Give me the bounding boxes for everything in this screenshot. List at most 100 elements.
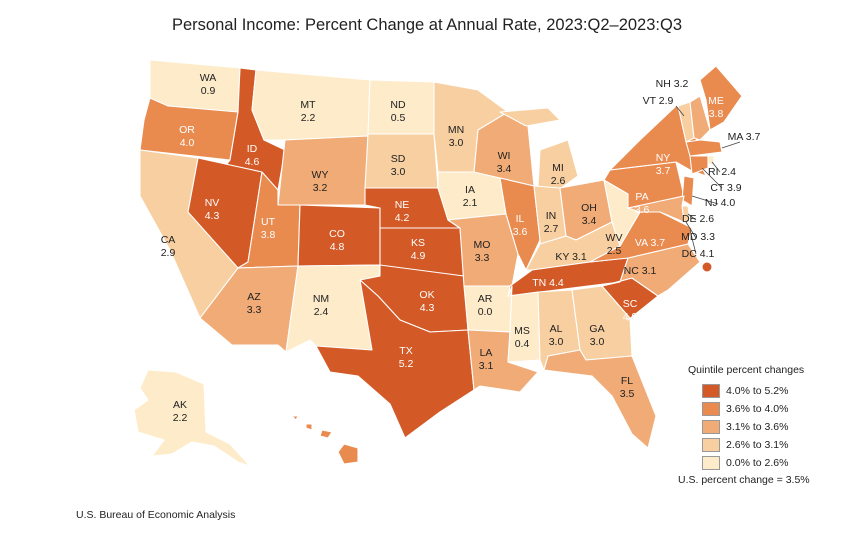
source-note: U.S. Bureau of Economic Analysis	[76, 509, 236, 521]
state-label-ak: AK	[173, 399, 187, 411]
state-hi	[291, 415, 359, 465]
state-label-ca: CA	[161, 234, 176, 246]
legend-swatch	[702, 420, 720, 434]
state-label-ny: NY	[656, 152, 671, 164]
state-label-in: IN	[546, 210, 557, 222]
state-label-nm: NM	[313, 293, 329, 305]
callout-line-nj	[691, 195, 719, 205]
state-ia	[437, 171, 507, 221]
state-value-hi: 4.0	[299, 456, 314, 468]
state-label-mt: MT	[300, 99, 316, 111]
state-value-ar: 0.0	[478, 306, 493, 318]
state-tx	[315, 279, 475, 439]
state-label-ne: NE	[395, 199, 410, 211]
us-percent-change: U.S. percent change = 3.5%	[678, 474, 810, 486]
state-value-or: 4.0	[180, 137, 195, 149]
legend-label: 3.1% to 3.6%	[726, 421, 789, 433]
state-value-tx: 5.2	[399, 358, 414, 370]
state-value-mn: 3.0	[449, 137, 464, 149]
state-label-ks: KS	[411, 237, 425, 249]
state-label-tn: TN 4.4	[532, 277, 564, 289]
state-value-mt: 2.2	[301, 112, 316, 124]
state-label-co: CO	[329, 228, 345, 240]
state-value-mi: 2.6	[551, 175, 566, 187]
state-value-ga: 3.0	[590, 336, 605, 348]
state-label-nh: NH 3.2	[656, 78, 689, 90]
state-ms	[507, 285, 541, 363]
state-label-sc: SC	[623, 298, 638, 310]
state-label-id: ID	[247, 143, 258, 155]
state-label-md: MD 3.3	[681, 231, 715, 243]
state-value-ny: 3.7	[656, 165, 671, 177]
state-label-mi: MI	[552, 162, 564, 174]
callout-line-ct	[701, 167, 723, 189]
state-value-sc: 4.9	[623, 311, 638, 323]
state-value-wa: 0.9	[201, 85, 216, 97]
state-label-nd: ND	[390, 99, 406, 111]
legend-title: Quintile percent changes	[688, 364, 805, 376]
state-label-ky: KY 3.1	[555, 251, 586, 263]
state-value-ks: 4.9	[411, 250, 426, 262]
state-ma	[685, 139, 723, 157]
legend-swatch	[702, 384, 720, 398]
state-value-nd: 0.5	[391, 112, 406, 124]
state-label-nv: NV	[205, 197, 220, 209]
state-label-ut: UT	[261, 216, 276, 228]
state-value-la: 3.1	[479, 360, 494, 372]
legend-swatch	[702, 456, 720, 470]
state-label-fl: FL	[621, 375, 633, 387]
state-value-wi: 3.4	[497, 163, 512, 175]
state-value-ut: 3.8	[261, 229, 276, 241]
state-label-ar: AR	[478, 293, 493, 305]
state-value-fl: 3.5	[620, 388, 635, 400]
state-value-mo: 3.3	[475, 252, 490, 264]
state-label-la: LA	[480, 347, 493, 359]
state-label-il: IL	[516, 213, 525, 225]
state-value-oh: 3.4	[582, 215, 597, 227]
callout-line-ri	[711, 161, 721, 173]
legend: Quintile percent changes 4.0% to 5.2% 3.…	[678, 364, 810, 486]
state-value-wy: 3.2	[313, 182, 328, 194]
state-nj	[681, 175, 695, 207]
callout-line-vt	[675, 105, 685, 117]
state-label-mn: MN	[448, 124, 464, 136]
state-ak	[133, 369, 251, 467]
state-label-nc: NC 3.1	[624, 265, 657, 277]
state-label-or: OR	[179, 124, 195, 136]
callout-line-dc	[689, 229, 697, 255]
state-value-ca: 2.9	[161, 247, 176, 259]
state-value-in: 2.7	[544, 223, 559, 235]
state-value-az: 3.3	[247, 304, 262, 316]
page-title: Personal Income: Percent Change at Annua…	[171, 16, 682, 34]
legend-label: 0.0% to 2.6%	[726, 457, 789, 469]
state-md	[627, 195, 685, 223]
state-label-mo: MO	[474, 239, 491, 251]
state-value-pa: 3.6	[635, 204, 650, 216]
state-value-sd: 3.0	[391, 166, 406, 178]
state-label-wi: WI	[498, 150, 511, 162]
state-label-sd: SD	[391, 153, 406, 165]
state-label-de: DE 2.6	[682, 213, 714, 225]
state-label-vt: VT 2.9	[643, 95, 674, 107]
legend-label: 3.6% to 4.0%	[726, 403, 789, 415]
state-label-ok: OK	[419, 289, 434, 301]
state-value-id: 4.6	[245, 156, 260, 168]
state-label-ri: RI 2.4	[708, 166, 736, 178]
legend-swatch	[702, 438, 720, 452]
state-label-ga: GA	[589, 323, 604, 335]
state-value-ia: 2.1	[463, 197, 478, 209]
state-label-ia: IA	[465, 184, 475, 196]
callout-line-md	[685, 221, 697, 239]
state-value-nv: 4.3	[205, 210, 220, 222]
legend-item: 2.6% to 3.1%	[688, 436, 810, 454]
state-label-tx: TX	[399, 345, 412, 357]
legend-label: 2.6% to 3.1%	[726, 439, 789, 451]
state-value-ak: 2.2	[173, 412, 188, 424]
legend-swatch	[702, 402, 720, 416]
state-label-az: AZ	[247, 291, 261, 303]
state-value-co: 4.8	[330, 241, 345, 253]
callout-line-de	[687, 213, 697, 221]
state-label-hi: HI	[301, 443, 312, 455]
state-label-wy: WY	[312, 169, 329, 181]
